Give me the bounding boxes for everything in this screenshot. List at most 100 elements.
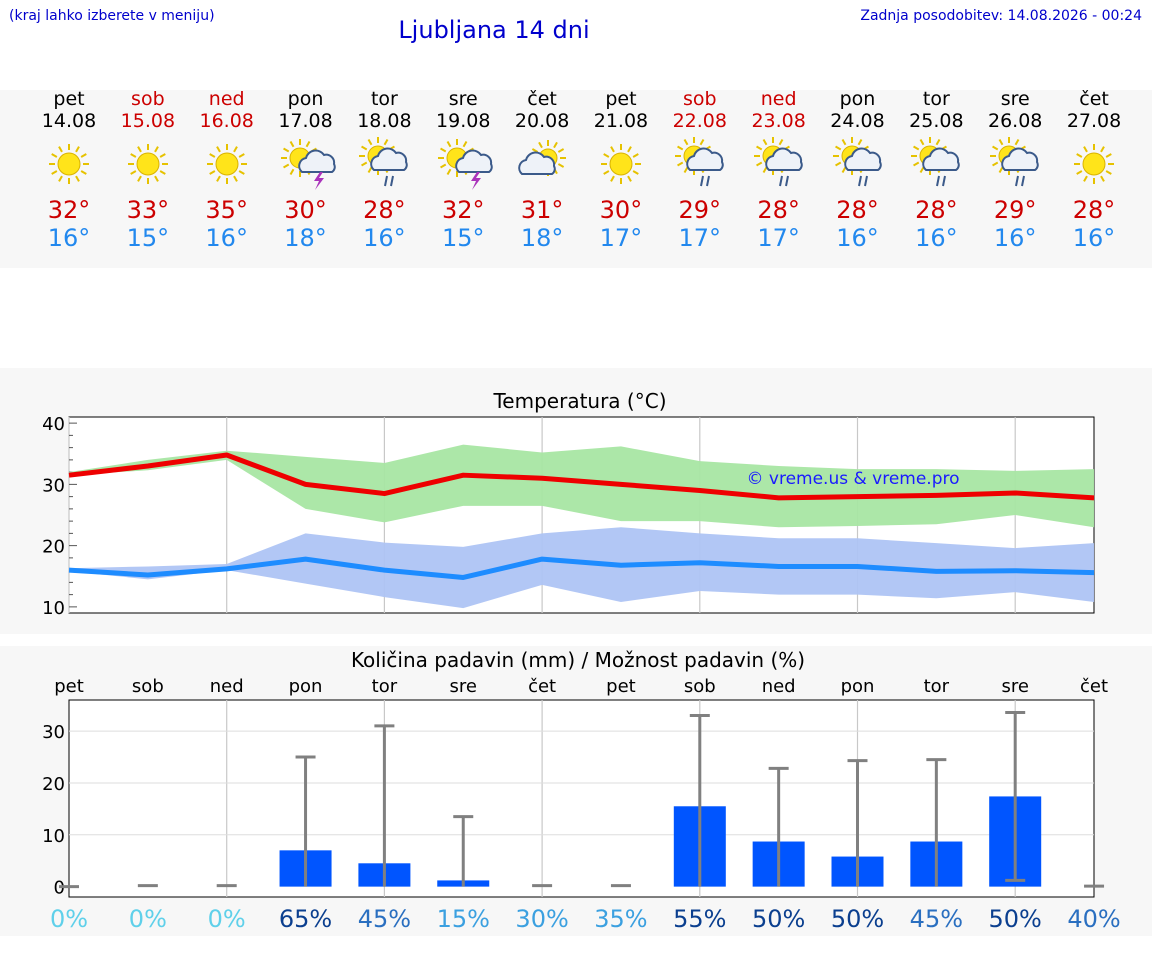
sun-rays	[49, 144, 89, 184]
page-title: Ljubljana 14 dni	[398, 16, 590, 44]
cloud-shape	[1001, 147, 1039, 171]
day-forecast: pon 24.08 28° 16°	[818, 88, 898, 252]
sun-ray	[440, 163, 447, 169]
sun-ray	[778, 139, 784, 146]
cloud-shape	[922, 147, 961, 171]
day-date: 21.08	[593, 110, 649, 132]
sun-rays	[600, 144, 641, 184]
cloud-outline	[843, 147, 882, 171]
day-name: čet	[1079, 88, 1109, 110]
precip-chance-label: 50%	[752, 905, 805, 933]
error-bar	[689, 714, 710, 887]
sun-ray	[834, 161, 841, 167]
precip-chance-label: 50%	[831, 905, 884, 933]
sun-ray	[440, 147, 447, 153]
sun-ray	[1076, 153, 1083, 158]
rain-drop	[1015, 175, 1020, 187]
min-temp-line	[68, 556, 1095, 580]
error-bar	[610, 884, 631, 888]
day-date: 14.08	[41, 110, 97, 132]
precip-chance-label: 30%	[515, 905, 568, 933]
sun-ray	[1105, 153, 1112, 158]
precip-chance-label: 0%	[129, 905, 167, 933]
error-bar	[926, 758, 947, 887]
sun-ray	[80, 153, 87, 158]
rain-drop	[784, 175, 789, 187]
sun-cloud-rain-icon	[344, 132, 424, 196]
day-label: pon	[841, 676, 875, 697]
sun-ray	[627, 146, 632, 153]
sun-ray	[603, 170, 610, 175]
sun-ray	[841, 139, 846, 146]
sun-ray	[238, 170, 245, 175]
y-tick-label: 20	[42, 774, 65, 795]
day-name: tor	[922, 88, 950, 110]
day-forecast: pet 21.08 30° 17°	[581, 88, 661, 252]
sun-ray	[1083, 175, 1088, 182]
sun-ray	[232, 146, 238, 153]
day-date: 22.08	[672, 110, 727, 132]
cloud-outline	[297, 149, 336, 173]
sun-ray	[1083, 146, 1088, 153]
day-label: čet	[528, 676, 556, 697]
day-forecast: ned 23.08 28° 17°	[739, 88, 819, 252]
sun-ray	[610, 175, 615, 182]
sun-disc	[1082, 152, 1106, 176]
y-tick-label: 40	[42, 414, 65, 435]
day-name: pet	[605, 88, 637, 110]
sun-ray	[305, 141, 310, 148]
sun-ray	[632, 170, 639, 175]
watermark: © vreme.us & vreme.pro	[746, 469, 959, 489]
sun-icon	[108, 132, 188, 196]
day-date: 20.08	[514, 110, 570, 132]
sun-ray	[238, 153, 245, 158]
error-bar	[137, 884, 158, 888]
chart-title: Temperatura (°C)	[492, 389, 666, 413]
precip-chance-label: 45%	[910, 905, 963, 933]
temp-min: 15°	[126, 224, 170, 252]
sun-ray	[80, 170, 87, 175]
day-date: 25.08	[909, 110, 964, 132]
temp-min: 16°	[993, 224, 1037, 252]
rain-drop	[936, 175, 941, 187]
temp-min: 18°	[284, 224, 327, 252]
cloud-shape	[297, 149, 336, 173]
day-forecast: tor 25.08 28° 16°	[896, 88, 976, 252]
sun-ray	[683, 139, 689, 146]
sun-ray	[699, 139, 705, 146]
day-date: 27.08	[1066, 110, 1122, 132]
precip-chance-label: 50%	[989, 905, 1042, 933]
day-forecast: čet 27.08 28° 16°	[1054, 88, 1134, 252]
day-label: tor	[924, 676, 950, 697]
sun-ray	[282, 147, 289, 153]
sun-ray	[136, 175, 142, 182]
sun-ray	[627, 175, 632, 182]
y-tick-label: 30	[42, 722, 65, 743]
max-temp-range-band	[69, 444, 1095, 528]
precip-chance-label: 45%	[358, 905, 411, 933]
day-date: 16.08	[199, 110, 254, 132]
sun-ray	[919, 166, 925, 173]
rain-drop	[699, 175, 704, 187]
sun-ray	[232, 175, 238, 182]
sun-ray	[610, 146, 615, 153]
last-update: Zadnja posodobitev: 14.08.2026 - 00:24	[860, 8, 1142, 24]
rain-drop	[942, 175, 947, 187]
min-temp-range-band	[69, 527, 1095, 609]
sun-ray	[289, 168, 294, 175]
temp-min: 16°	[205, 224, 248, 252]
temp-min: 16°	[363, 224, 406, 252]
day-date: 26.08	[987, 110, 1043, 132]
temp-max: 28°	[1072, 196, 1116, 224]
sun-ray	[361, 161, 368, 167]
day-name: ned	[208, 88, 245, 110]
y-tick-label: 10	[42, 826, 65, 847]
sun-ray	[557, 163, 565, 168]
sun-ray	[446, 141, 452, 148]
sun-ray	[919, 139, 925, 146]
day-forecast: sob 22.08 29° 17°	[660, 88, 740, 252]
sun-ray	[857, 139, 862, 146]
sun-ray	[153, 175, 159, 182]
precip-chance-label: 0%	[208, 905, 246, 933]
y-tick-label: 0	[54, 878, 65, 899]
